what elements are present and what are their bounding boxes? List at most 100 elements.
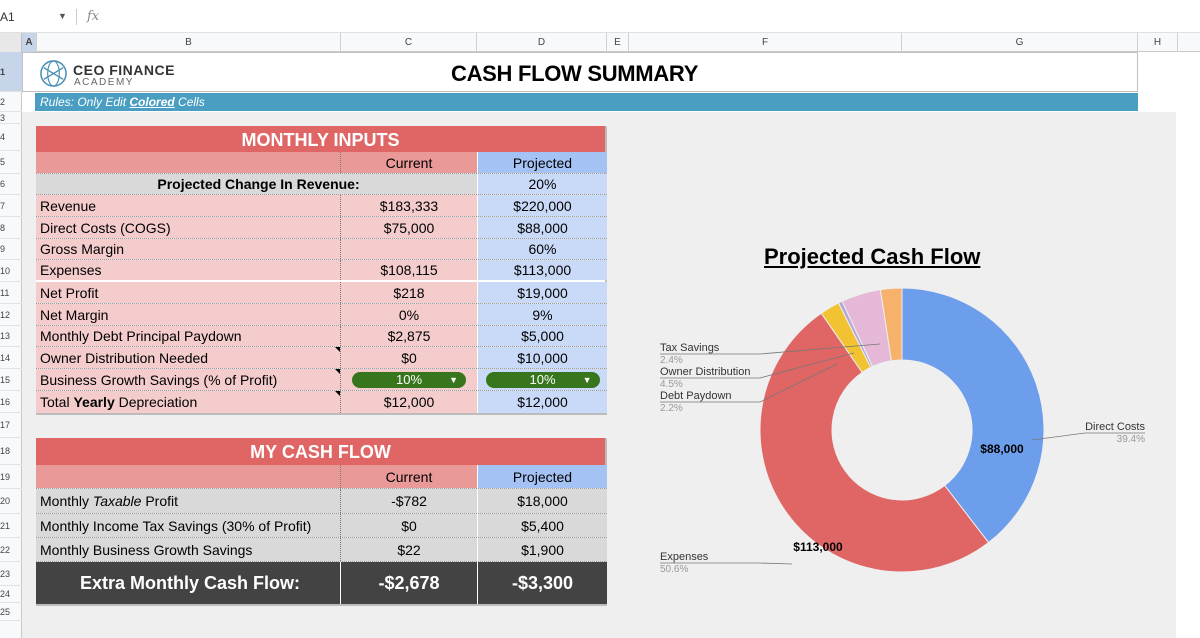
column-headers: A B C D E F G H [0, 33, 1200, 52]
column-header-g[interactable]: G [902, 33, 1138, 52]
row-header[interactable]: 24 [0, 586, 22, 603]
label-cell [36, 152, 340, 173]
chart-leader-line [660, 343, 881, 355]
row-header[interactable]: 7 [0, 195, 22, 217]
table-row: Monthly Income Tax Savings (30% of Profi… [36, 514, 607, 538]
column-header-c[interactable]: C [341, 33, 477, 52]
current-value [340, 239, 477, 259]
chart-slices [759, 287, 1045, 573]
row-number: 7 [0, 200, 6, 211]
current-value[interactable]: $12,000 [340, 391, 477, 413]
total-projected: -$3,300 [477, 562, 607, 604]
chart-legend-label: Owner Distribution [660, 366, 750, 378]
column-header-b[interactable]: B [37, 33, 341, 52]
row-label: Total Yearly Depreciation [36, 391, 340, 413]
row-label-text: Owner Distribution Needed [40, 349, 209, 366]
column-header-d[interactable]: D [477, 33, 607, 52]
current-value[interactable]: $75,000 [340, 217, 477, 238]
row-header[interactable]: 14 [0, 347, 22, 369]
chart-value-label: $88,000 [980, 442, 1024, 456]
sheet-grid[interactable]: CEO FINANCE ACADEMY CASH FLOW SUMMARY Ru… [22, 52, 1200, 638]
table-row: Monthly Taxable Profit -$782 $18,000 [36, 489, 607, 514]
row-header[interactable]: 6 [0, 174, 22, 195]
table-row: Revenue $183,333 $220,000 [36, 195, 607, 217]
dropdown-value: 10% [529, 371, 556, 387]
row-header[interactable]: 15 [0, 369, 22, 391]
row-header[interactable]: 2 [0, 92, 22, 112]
current-value: -$782 [340, 489, 477, 513]
row-header[interactable]: 21 [0, 514, 22, 538]
name-box[interactable]: A1 [0, 10, 15, 24]
row-header[interactable]: 13 [0, 326, 22, 347]
growth-savings-current-dropdown[interactable]: 10% ▼ [352, 371, 466, 388]
column-header-h[interactable]: H [1138, 33, 1178, 52]
row-header[interactable]: 3 [0, 112, 22, 124]
row-header[interactable]: 18 [0, 438, 22, 465]
row-number: 8 [0, 222, 6, 233]
row-header[interactable]: 11 [0, 282, 22, 304]
column-header-f[interactable]: F [629, 33, 902, 52]
chart-percent-label: 2.2% [660, 403, 683, 414]
row-header[interactable]: 23 [0, 562, 22, 586]
row-label: Monthly Debt Principal Paydown [36, 326, 340, 346]
row-header[interactable]: 8 [0, 217, 22, 239]
column-header-e[interactable]: E [607, 33, 629, 52]
projected-value[interactable]: $10,000 [477, 347, 607, 368]
chart-slice-tax-savings[interactable] [879, 287, 903, 362]
projected-value[interactable]: 60% [477, 239, 607, 259]
row-header[interactable]: 20 [0, 489, 22, 514]
chevron-down-icon[interactable]: ▼ [58, 11, 67, 21]
comment-indicator-icon[interactable] [335, 369, 340, 374]
projected-value[interactable]: $113,000 [477, 260, 607, 280]
table-row: Owner Distribution Needed $0 $10,000 [36, 347, 607, 369]
row-header[interactable]: 22 [0, 538, 22, 562]
row-label: Monthly Income Tax Savings (30% of Profi… [36, 514, 340, 537]
projected-value[interactable]: $12,000 [477, 391, 607, 413]
caret-down-icon: ▼ [582, 374, 592, 385]
row-header[interactable]: 10 [0, 260, 22, 282]
column-header-a[interactable]: A [22, 33, 37, 52]
row-header[interactable]: 4 [0, 124, 22, 151]
comment-indicator-icon[interactable] [335, 391, 340, 396]
monthly-inputs-table: MONTHLY INPUTS Current Projected Project… [36, 126, 607, 415]
row-label-text: Business Growth Savings (% of Profit) [40, 371, 278, 388]
label-cell [36, 465, 340, 488]
growth-savings-projected-dropdown[interactable]: 10% ▼ [485, 371, 600, 388]
total-current: -$2,678 [340, 562, 477, 604]
row-header[interactable]: 12 [0, 304, 22, 326]
chart-slice-direct-costs[interactable] [901, 287, 1045, 544]
row-number: 18 [0, 446, 11, 456]
row-label-bold: Yearly [73, 394, 115, 410]
projected-value[interactable]: $5,000 [477, 326, 607, 346]
row-header[interactable]: 19 [0, 465, 22, 489]
current-value[interactable]: $2,875 [340, 326, 477, 346]
row-number: 6 [0, 179, 6, 189]
row-label: Gross Margin [36, 239, 340, 259]
table-heading: MY CASH FLOW [36, 438, 605, 465]
current-value[interactable]: $183,333 [340, 195, 477, 216]
current-value[interactable]: $108,115 [340, 260, 477, 280]
projected-value[interactable]: $88,000 [477, 217, 607, 238]
row-header[interactable]: 25 [0, 603, 22, 621]
current-value[interactable]: $0 [340, 347, 477, 368]
row-label: Monthly Business Growth Savings [36, 538, 340, 561]
row-label: Revenue [36, 195, 340, 216]
row-label-post: Depreciation [114, 394, 198, 410]
change-input[interactable]: 20% [477, 174, 607, 194]
row-header[interactable]: 16 [0, 391, 22, 413]
row-header[interactable]: 9 [0, 239, 22, 260]
row-label: Expenses [36, 260, 340, 280]
row-header[interactable]: 17 [0, 413, 22, 438]
row-number: 3 [0, 112, 6, 123]
row-header[interactable]: 1 [0, 52, 22, 92]
comment-indicator-icon[interactable] [335, 347, 340, 352]
table-row: Total Yearly Depreciation $12,000 $12,00… [36, 391, 607, 413]
select-all-corner[interactable] [0, 33, 22, 52]
row-header[interactable]: 5 [0, 151, 22, 174]
projected-value: $5,400 [477, 514, 607, 537]
projected-value: 9% [477, 304, 607, 325]
chart-slice-expenses[interactable] [759, 312, 990, 573]
rules-note: Rules: Only Edit Colored Cells [35, 93, 1138, 111]
projected-value: $18,000 [477, 489, 607, 513]
